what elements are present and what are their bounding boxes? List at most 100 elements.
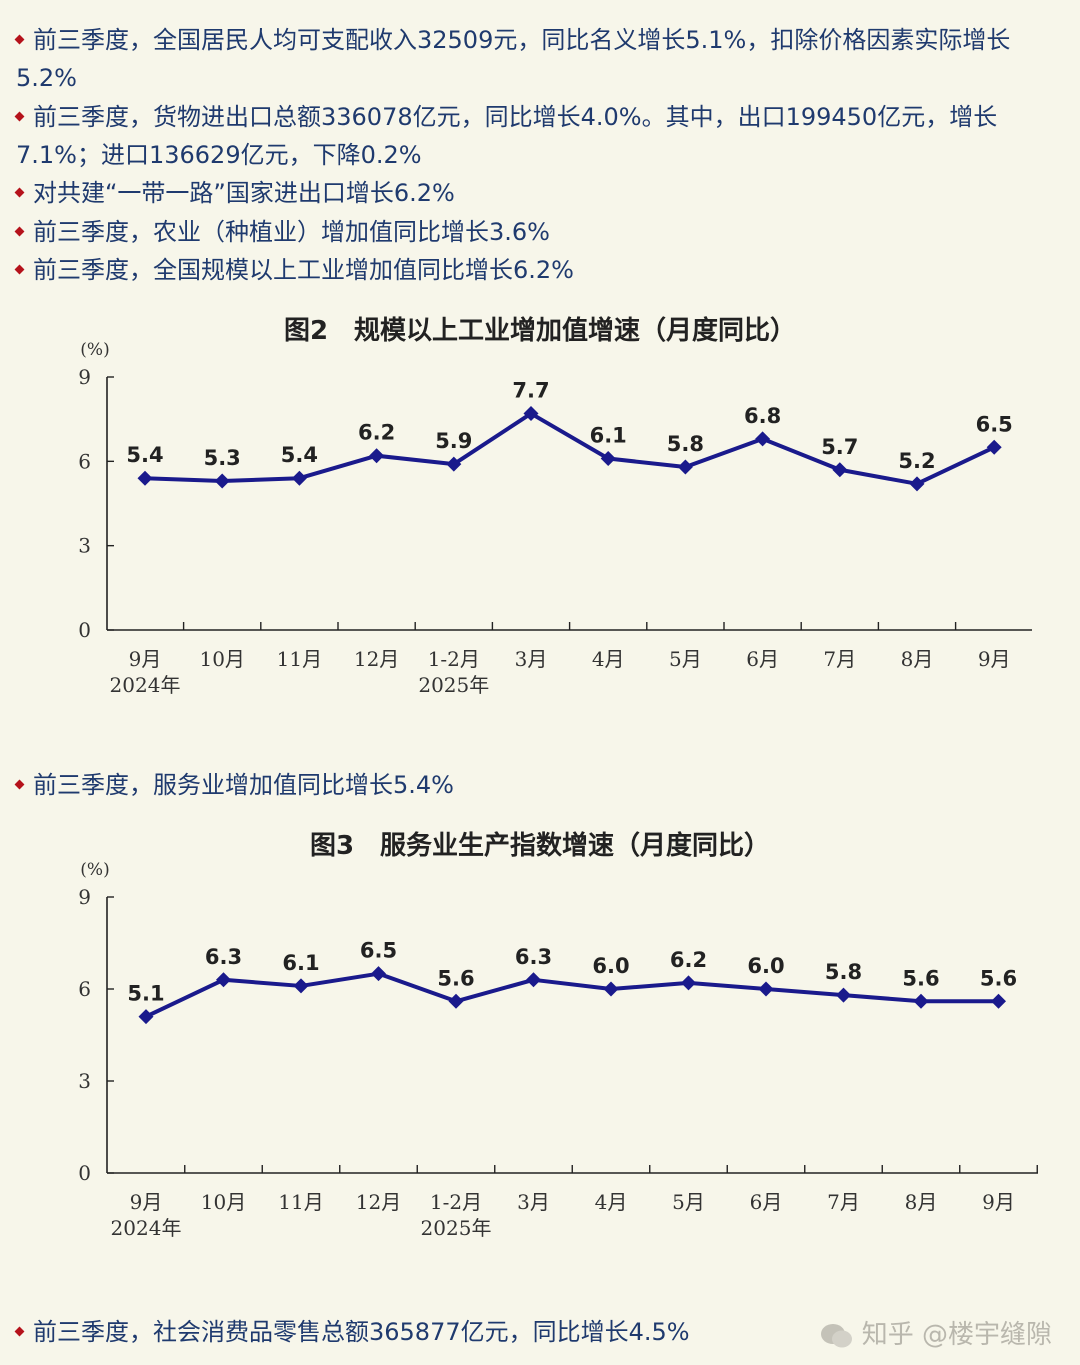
series-line — [144, 411, 996, 486]
x-tick-label: 11月 — [278, 1190, 323, 1214]
bullet-diamond-icon — [14, 264, 25, 274]
chart2-title: 图2 规模以上工业增加值增速（月度同比） — [283, 316, 797, 346]
data-point-marker — [371, 966, 386, 982]
data-label: 5.9 — [435, 429, 472, 453]
bullet-diamond-icon — [14, 111, 25, 121]
data-label: 6.1 — [590, 424, 627, 448]
data-label: 6.1 — [282, 951, 319, 975]
data-label: 6.2 — [670, 948, 707, 972]
x-tick-label: 9月 — [130, 1190, 163, 1214]
x-tick-label: 4月 — [592, 647, 625, 671]
data-label: 6.8 — [744, 404, 781, 428]
data-point-marker — [291, 470, 307, 486]
data-point-marker — [677, 459, 693, 475]
data-point-marker — [832, 462, 848, 478]
data-point-marker — [137, 470, 153, 486]
data-point-marker — [214, 473, 230, 489]
x-tick-label: 1-2月 — [430, 1190, 482, 1214]
x-tick-label: 4月 — [595, 1190, 628, 1214]
data-point-marker — [603, 981, 619, 997]
x-tick-label: 9月 — [978, 647, 1011, 671]
y-tick-label: 0 — [78, 1161, 91, 1185]
x-tick-label: 9月 — [129, 647, 162, 671]
data-label: 6.3 — [205, 945, 242, 969]
x-tick-label: 1-2月 — [428, 647, 480, 671]
x-tick-label: 8月 — [905, 1190, 938, 1214]
data-label: 5.4 — [281, 443, 318, 467]
bullet-trade: 前三季度，货物进出口总额336078亿元，同比增长4.0%。其中，出口19945… — [14, 98, 1068, 174]
chart3-title: 图3 服务业生产指数增速（月度同比） — [309, 831, 771, 861]
data-point-marker — [138, 1009, 154, 1025]
data-point-marker — [448, 993, 464, 1009]
x-year-label: 2024年 — [111, 1216, 182, 1240]
bullet-agriculture: 前三季度，农业（种植业）增加值同比增长3.6% — [14, 213, 1068, 251]
y-unit-label: (%) — [80, 860, 109, 880]
y-tick-label: 3 — [78, 534, 91, 558]
data-label: 6.5 — [360, 939, 397, 963]
data-label: 5.6 — [980, 966, 1017, 990]
data-label: 5.6 — [437, 966, 474, 990]
x-tick-label: 5月 — [669, 647, 702, 671]
x-tick-label: 11月 — [277, 647, 322, 671]
data-label: 5.2 — [898, 449, 935, 473]
data-point-marker — [836, 987, 851, 1003]
x-tick-label: 6月 — [746, 647, 779, 671]
x-year-label: 2024年 — [110, 673, 181, 697]
data-label: 5.4 — [126, 443, 163, 467]
bullet-belt-road: 对共建“一带一路”国家进出口增长6.2% — [14, 174, 1068, 212]
series-line — [145, 971, 999, 1019]
x-tick-label: 7月 — [827, 1190, 860, 1214]
bullet-income: 前三季度，全国居民人均可支配收入32509元，同比名义增长5.1%，扣除价格因素… — [14, 21, 1068, 97]
bullet-diamond-icon — [14, 779, 25, 789]
x-tick-label: 12月 — [354, 647, 399, 671]
x-year-label: 2025年 — [421, 1216, 492, 1240]
bullet-text: 前三季度，全国规模以上工业增加值同比增长6.2% — [33, 256, 574, 284]
data-point-marker — [681, 975, 696, 991]
x-tick-label: 3月 — [517, 1190, 550, 1214]
bullet-diamond-icon — [14, 187, 25, 197]
y-tick-label: 6 — [78, 449, 91, 473]
data-label: 7.7 — [512, 379, 549, 403]
y-tick-label: 9 — [78, 365, 91, 389]
data-label: 6.0 — [747, 954, 784, 978]
bullet-diamond-icon — [14, 226, 25, 236]
data-label: 5.7 — [821, 435, 858, 459]
y-tick-label: 6 — [78, 977, 91, 1001]
data-label: 5.8 — [667, 432, 704, 456]
data-point-marker — [913, 993, 929, 1009]
bullet-text: 前三季度，货物进出口总额336078亿元，同比增长4.0%。其中，出口19945… — [16, 103, 998, 169]
data-point-marker — [600, 451, 616, 467]
x-tick-label: 10月 — [201, 1190, 246, 1214]
data-label: 5.6 — [902, 966, 939, 990]
x-tick-label: 9月 — [982, 1190, 1015, 1214]
bullet-text: 前三季度，社会消费品零售总额365877亿元，同比增长4.5% — [33, 1318, 690, 1346]
bullet-diamond-icon — [14, 34, 25, 44]
data-label: 5.3 — [204, 446, 241, 470]
bullet-services: 前三季度，服务业增加值同比增长5.4% — [14, 766, 1068, 804]
data-point-marker — [986, 439, 1002, 455]
data-point-marker — [758, 981, 774, 997]
x-tick-label: 7月 — [823, 647, 856, 671]
x-tick-label: 8月 — [901, 647, 934, 671]
data-point-marker — [909, 476, 925, 492]
bullet-diamond-icon — [14, 1326, 25, 1336]
data-point-marker — [369, 448, 385, 464]
data-label: 6.0 — [592, 954, 629, 978]
data-label: 6.5 — [976, 412, 1013, 436]
data-label: 6.2 — [358, 421, 395, 445]
data-point-marker — [293, 978, 309, 994]
data-point-marker — [991, 993, 1006, 1009]
bullet-text: 前三季度，农业（种植业）增加值同比增长3.6% — [33, 218, 550, 246]
y-tick-label: 3 — [78, 1069, 91, 1093]
bullet-retail: 前三季度，社会消费品零售总额365877亿元，同比增长4.5% — [14, 1313, 1068, 1351]
wechat-icon — [820, 1323, 852, 1347]
bullet-text: 前三季度，全国居民人均可支配收入32509元，同比名义增长5.1%，扣除价格因素… — [16, 26, 1011, 92]
bullet-industry: 前三季度，全国规模以上工业增加值同比增长6.2% — [14, 251, 1068, 289]
bullet-text: 前三季度，服务业增加值同比增长5.4% — [33, 771, 454, 799]
y-tick-label: 9 — [78, 885, 91, 909]
watermark-text: 知乎 @楼宇缝隙 — [861, 1320, 1052, 1350]
data-label: 5.1 — [127, 982, 164, 1006]
data-point-marker — [523, 406, 539, 422]
